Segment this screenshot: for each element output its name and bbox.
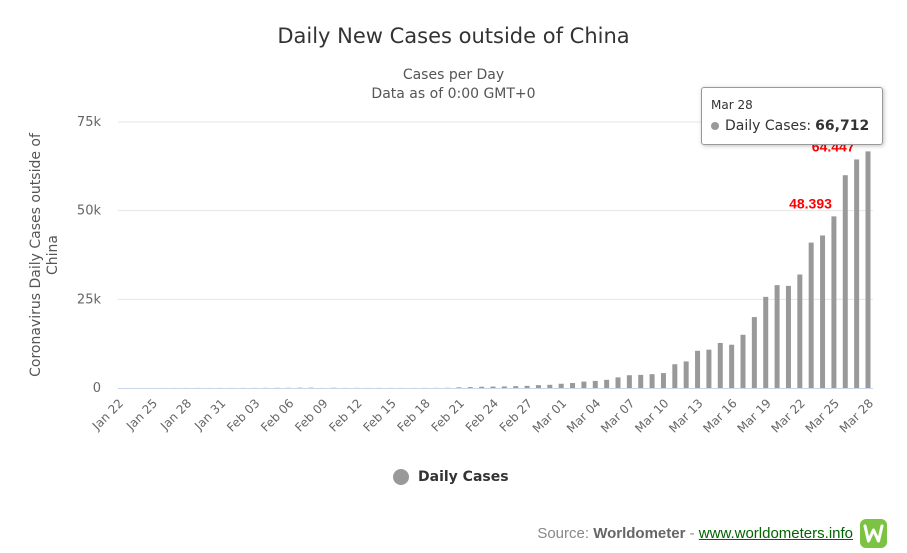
x-tick-label: Feb 18	[395, 396, 433, 434]
bar[interactable]	[535, 385, 541, 388]
x-tick-label: Mar 16	[700, 396, 739, 435]
series-dot-icon	[711, 122, 719, 130]
chart-subtitle: Cases per Day Data as of 0:00 GMT+0	[0, 66, 907, 104]
bar[interactable]	[638, 374, 644, 388]
bar[interactable]	[581, 381, 587, 388]
x-tick-label: Jan 31	[191, 396, 228, 433]
bar[interactable]	[740, 334, 746, 388]
x-tick-label: Mar 01	[530, 396, 569, 435]
bar[interactable]	[865, 151, 871, 388]
bar[interactable]	[524, 385, 530, 388]
worldometer-logo-icon	[860, 519, 887, 548]
bar[interactable]	[467, 387, 473, 388]
bars	[126, 151, 871, 388]
bar[interactable]	[774, 285, 780, 388]
gridlines	[118, 121, 873, 300]
x-tick-label: Feb 21	[429, 396, 467, 434]
x-tick-label: Feb 06	[258, 396, 296, 434]
x-tick-label: Jan 22	[89, 396, 126, 433]
bar[interactable]	[763, 296, 769, 388]
source-link[interactable]: www.worldometers.info	[698, 525, 853, 542]
x-tick-label: Mar 22	[769, 396, 808, 435]
bar[interactable]	[501, 386, 507, 388]
bar[interactable]	[785, 285, 791, 388]
tooltip-row: Daily Cases: 66,712	[711, 118, 873, 134]
bar[interactable]	[831, 216, 837, 388]
x-tick-label: Feb 09	[292, 396, 330, 434]
y-axis-title-line-1: Coronavirus Daily Cases outside of	[28, 132, 44, 377]
x-tick-label: Jan 28	[157, 396, 194, 433]
bar[interactable]	[592, 380, 598, 388]
y-tick-label: 75k	[77, 115, 102, 130]
bar[interactable]	[604, 379, 610, 388]
y-tick-label: 25k	[77, 292, 102, 307]
source-credit: Source: Worldometer - www.worldometers.i…	[537, 525, 853, 542]
subtitle-line-1: Cases per Day	[402, 67, 505, 83]
x-tick-label: Mar 04	[564, 396, 603, 435]
tooltip: Mar 28 Daily Cases: 66,712	[701, 87, 883, 145]
bar[interactable]	[513, 386, 519, 388]
y-axis-title-line-2: China	[45, 235, 61, 275]
bar[interactable]	[570, 383, 576, 388]
x-tick-label: Feb 27	[497, 396, 535, 434]
x-tick-label: Mar 13	[666, 396, 705, 435]
x-tick-label: Feb 12	[326, 396, 364, 434]
source-separator: -	[689, 525, 695, 542]
bar[interactable]	[490, 386, 496, 388]
bar[interactable]	[751, 317, 757, 388]
legend-item-daily-cases[interactable]: Daily Cases	[393, 469, 509, 485]
x-tick-label: Mar 25	[803, 396, 842, 435]
x-tick-label: Mar 28	[837, 396, 876, 435]
bar[interactable]	[649, 374, 655, 388]
bar[interactable]	[660, 373, 666, 388]
bar[interactable]	[672, 364, 678, 388]
y-tick-label: 50k	[77, 204, 102, 219]
subtitle-line-2: Data as of 0:00 GMT+0	[371, 86, 536, 102]
bar[interactable]	[706, 349, 712, 388]
x-tick-label: Mar 07	[598, 396, 637, 435]
bar[interactable]	[717, 342, 723, 388]
bar[interactable]	[729, 344, 735, 388]
bar[interactable]	[683, 361, 689, 388]
bar[interactable]	[842, 175, 848, 388]
bar[interactable]	[808, 242, 814, 388]
x-tick-label: Mar 10	[632, 396, 671, 435]
legend-marker-icon	[393, 469, 409, 485]
y-tick-label: 0	[93, 381, 101, 396]
bar[interactable]	[558, 383, 564, 388]
bar[interactable]	[615, 377, 621, 388]
tooltip-series-name: Daily Cases:	[725, 118, 812, 134]
legend-label: Daily Cases	[418, 469, 509, 485]
x-tick-label: Mar 19	[734, 396, 773, 435]
bar[interactable]	[820, 235, 826, 388]
bar[interactable]	[854, 159, 860, 388]
bar[interactable]	[479, 386, 485, 388]
x-tick-label: Jan 25	[123, 396, 160, 433]
source-prefix: Source:	[537, 525, 590, 542]
x-tick-label: Feb 03	[224, 396, 262, 434]
tooltip-value: 66,712	[815, 118, 870, 134]
y-axis: 0 25k 50k 75k	[77, 115, 102, 396]
tooltip-date: Mar 28	[711, 98, 753, 112]
chart-title: Daily New Cases outside of China	[277, 24, 630, 48]
bar[interactable]	[695, 350, 701, 388]
bar[interactable]	[456, 387, 462, 388]
x-tick-label: Feb 15	[360, 396, 398, 434]
x-tick-label: Feb 24	[463, 396, 501, 434]
source-name: Worldometer	[593, 525, 686, 542]
data-label: 48.393	[789, 195, 832, 211]
bar[interactable]	[797, 274, 803, 388]
bar[interactable]	[626, 375, 632, 388]
bar[interactable]	[547, 384, 553, 388]
